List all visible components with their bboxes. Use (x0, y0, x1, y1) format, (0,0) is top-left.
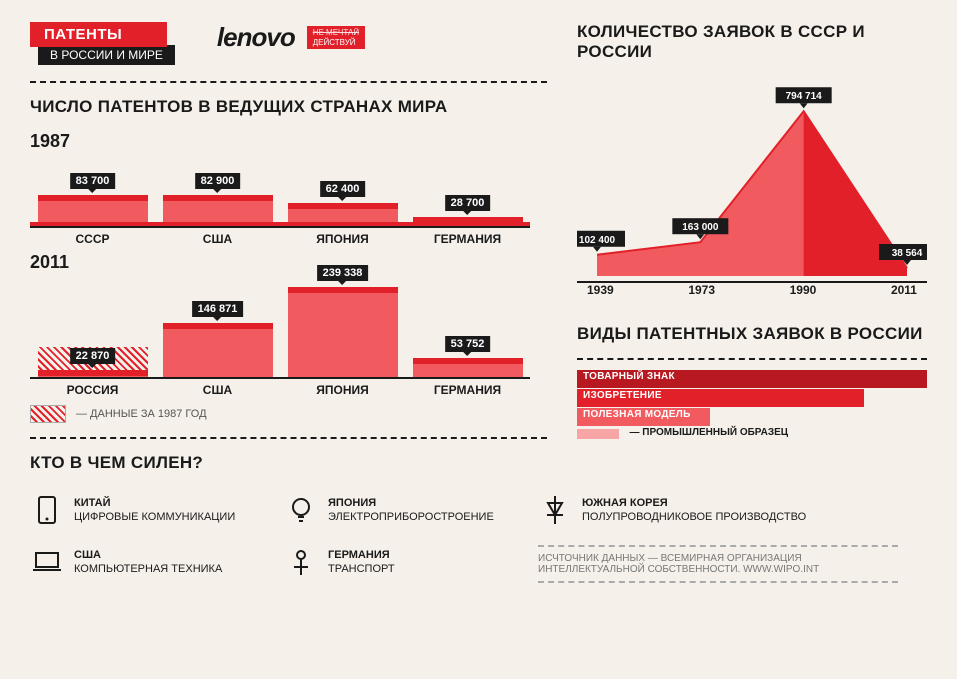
badge-bottom: В РОССИИ И МИРЕ (38, 45, 175, 65)
hatch-swatch-icon (30, 405, 66, 423)
type-bar-side-label: — ПРОМЫШЛЕННЫЙ ОБРАЗЕЦ (630, 427, 789, 438)
category-label: ГЕРМАНИЯ (405, 232, 530, 246)
hatch-legend: — ДАННЫЕ ЗА 1987 ГОД (30, 405, 547, 423)
category-label: ЯПОНИЯ (280, 383, 405, 397)
logo-tagline: НЕ МЕЧТАЙ ДЕЙСТВУЙ (307, 26, 365, 49)
strength-text: ЮЖНАЯ КОРЕЯПОЛУПРОВОДНИКОВОЕ ПРОИЗВОДСТВ… (582, 496, 806, 525)
types-title: ВИДЫ ПАТЕНТНЫХ ЗАЯВОК В РОССИИ (577, 324, 927, 344)
year-2011: 2011 (30, 252, 547, 273)
bar-cap (413, 358, 523, 364)
value-tag: 239 338 (317, 265, 369, 281)
type-bar: ТОВАРНЫЙ ЗНАК (577, 370, 927, 388)
patents-title: ЧИСЛО ПАТЕНТОВ В ВЕДУЩИХ СТРАНАХ МИРА (30, 97, 547, 117)
bar-cap (288, 203, 398, 209)
category-label: ЯПОНИЯ (280, 232, 405, 246)
strength-item: СШАКОМПЬЮТЕРНАЯ ТЕХНИКА (30, 541, 260, 583)
logo-block: lenovo НЕ МЕЧТАЙ ДЕЙСТВУЙ (217, 22, 365, 53)
strength-item: ЯПОНИЯЭЛЕКТРОПРИБОРОСТРОЕНИЕ (284, 493, 514, 527)
type-bar-label: ТОВАРНЫЙ ЗНАК (583, 371, 675, 382)
svg-text:163 000: 163 000 (682, 222, 719, 233)
type-bars-chart: ТОВАРНЫЙ ЗНАК ИЗОБРЕТЕНИЕ ПОЛЕЗНАЯ МОДЕЛЬ —… (577, 370, 927, 441)
category-label: США (155, 232, 280, 246)
type-bar-tiny: — ПРОМЫШЛЕННЫЙ ОБРАЗЕЦ (577, 427, 927, 441)
strengths-grid: КИТАЙЦИФРОВЫЕ КОММУНИКАЦИИ ЯПОНИЯЭЛЕКТРОП… (30, 493, 927, 583)
bar-cap (163, 323, 273, 329)
svg-text:794 714: 794 714 (786, 91, 823, 102)
type-bar: ИЗОБРЕТЕНИЕ (577, 389, 927, 407)
bar-cap (288, 287, 398, 293)
divider (577, 358, 927, 360)
value-tag: 22 870 (70, 348, 116, 364)
year-1987: 1987 (30, 131, 547, 152)
laptop-icon (30, 545, 64, 579)
bar-cap (163, 195, 273, 201)
divider (30, 81, 547, 83)
strength-item: ЮЖНАЯ КОРЕЯПОЛУПРОВОДНИКОВОЕ ПРОИЗВОДСТВ… (538, 493, 868, 527)
transport-icon (284, 545, 318, 579)
bar (163, 323, 273, 379)
type-bar-label: ПОЛЕЗНАЯ МОДЕЛЬ (583, 409, 691, 420)
value-tag: 62 400 (320, 181, 366, 197)
bar-cap (38, 195, 148, 201)
logo-text: lenovo (217, 22, 295, 53)
strength-text: ЯПОНИЯЭЛЕКТРОПРИБОРОСТРОЕНИЕ (328, 496, 494, 525)
area-chart: 102 400 163 000 794 714 38 564 1939 1973 1… (577, 76, 927, 306)
right-column: КОЛИЧЕСТВО ЗАЯВОК В СССР И РОССИИ 102 40… (577, 22, 927, 487)
bar (288, 287, 398, 379)
strength-text: ГЕРМАНИЯТРАНСПОРТ (328, 548, 395, 577)
title-badge: ПАТЕНТЫ В РОССИИ И МИРЕ (30, 22, 167, 67)
value-tag: 82 900 (195, 173, 241, 189)
category-label: США (155, 383, 280, 397)
bar-chart-2011: 22 870146 871239 33853 752 РОССИЯСШАЯПОН… (30, 277, 530, 397)
type-bar-label: ИЗОБРЕТЕНИЕ (583, 390, 662, 401)
value-tag: 83 700 (70, 173, 116, 189)
category-label: ГЕРМАНИЯ (405, 383, 530, 397)
area-x-label: 1973 (688, 283, 715, 297)
applications-title: КОЛИЧЕСТВО ЗАЯВОК В СССР И РОССИИ (577, 22, 927, 62)
area-x-label: 1939 (587, 283, 614, 297)
type-bar: ПОЛЕЗНАЯ МОДЕЛЬ (577, 408, 927, 426)
strengths-title: КТО В ЧЕМ СИЛЕН? (30, 453, 547, 473)
tagline-bottom: ДЕЙСТВУЙ (313, 38, 359, 48)
legend-text: — ДАННЫЕ ЗА 1987 ГОД (76, 408, 207, 420)
type-bar-fill (577, 429, 619, 439)
category-label: РОССИЯ (30, 383, 155, 397)
strength-text: КИТАЙЦИФРОВЫЕ КОММУНИКАЦИИ (74, 496, 235, 525)
area-x-label: 1990 (790, 283, 817, 297)
divider (30, 437, 547, 439)
svg-text:38 564: 38 564 (892, 248, 923, 259)
value-tag: 146 871 (192, 301, 244, 317)
strength-item: ГЕРМАНИЯТРАНСПОРТ (284, 541, 514, 583)
category-label: СССР (30, 232, 155, 246)
badge-top: ПАТЕНТЫ (30, 22, 167, 47)
svg-text:102 400: 102 400 (579, 235, 616, 246)
tagline-top: НЕ МЕЧТАЙ (313, 28, 359, 38)
strength-item: КИТАЙЦИФРОВЫЕ КОММУНИКАЦИИ (30, 493, 260, 527)
value-tag: 53 752 (445, 336, 491, 352)
area-x-label: 2011 (891, 283, 917, 297)
value-tag: 28 700 (445, 195, 491, 211)
left-column: ПАТЕНТЫ В РОССИИ И МИРЕ lenovo НЕ МЕЧТАЙ… (30, 22, 547, 487)
diode-icon (538, 493, 572, 527)
bar-cap (38, 370, 148, 376)
strength-text: СШАКОМПЬЮТЕРНАЯ ТЕХНИКА (74, 548, 222, 577)
source-box: ИСЧТОЧНИК ДАННЫХ — ВСЕМИРНАЯ ОРГАНИЗАЦИЯ… (538, 545, 898, 583)
bulb-icon (284, 493, 318, 527)
bar-chart-1987: 83 700 82 900 62 400 28 700 СССРСШАЯПОНИЯГЕ… (30, 156, 530, 246)
phone-icon (30, 493, 64, 527)
